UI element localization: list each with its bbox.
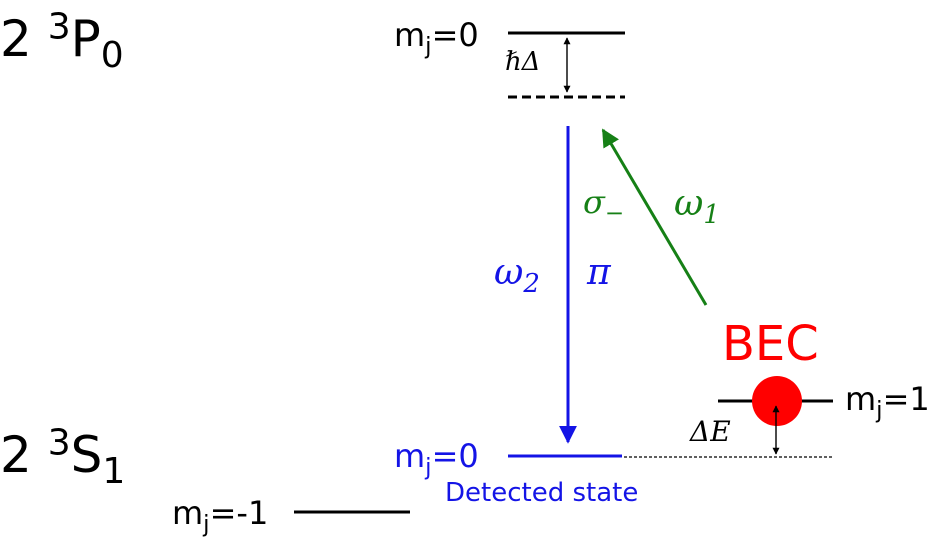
sigma-minus-label: σ− <box>583 183 625 227</box>
s-zero-level-label: mj=0 <box>394 437 479 481</box>
bec-cloud <box>752 376 802 426</box>
energy-shift-symbol: ΔE <box>690 415 731 448</box>
omega1-label: ω1 <box>674 183 720 231</box>
upper-state-label: 2 3P0 <box>0 6 124 76</box>
s-plus-level-label: mj=1 <box>845 380 930 424</box>
pi-polarization-label: π <box>587 252 611 293</box>
omega1-arrow <box>601 128 708 306</box>
p0-level-label: mj=0 <box>394 16 479 60</box>
bec-label: BEC <box>722 316 819 372</box>
lower-state-label: 2 3S1 <box>0 422 126 492</box>
detected-state-caption: Detected state <box>445 478 639 508</box>
omega2-label: ω2 <box>494 252 540 300</box>
detuning-symbol: ℏΔ <box>505 47 541 77</box>
s-minus-level-label: mj=-1 <box>172 494 269 538</box>
